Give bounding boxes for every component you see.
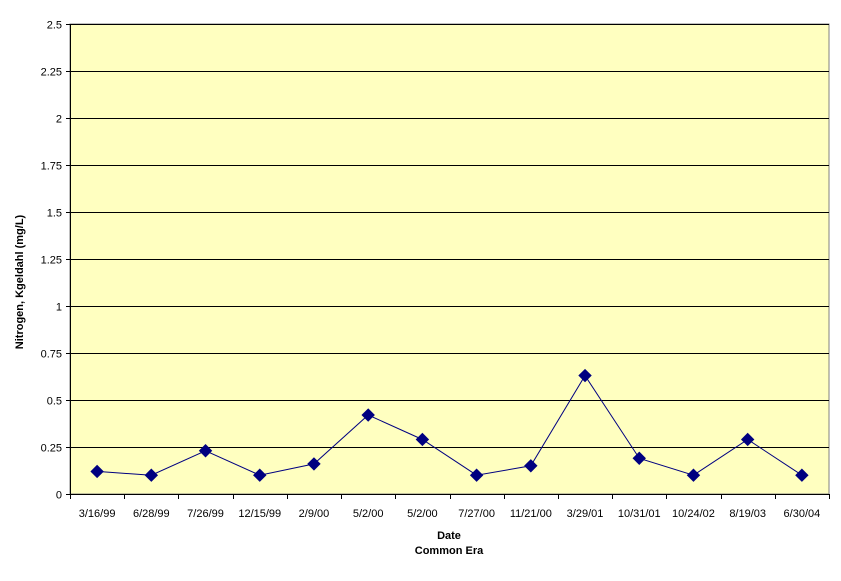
y-tick-label: 2.25	[41, 67, 62, 79]
data-point	[795, 468, 809, 482]
x-tick-label: 8/19/03	[729, 508, 766, 520]
data-point	[415, 432, 430, 447]
data-point	[307, 457, 321, 471]
y-tick-label: 2.5	[47, 20, 62, 32]
x-tick-label: 6/28/99	[133, 508, 170, 520]
series-line	[97, 374, 803, 476]
x-tick-label: 5/2/00	[407, 508, 438, 520]
x-axis-subtitle: Common Era	[415, 545, 484, 557]
tick-labels: 0 0.25 0.5 0.75 1 1.25 1.5 1.75 2 2.25 2.5 3/16/99 6…	[41, 20, 821, 521]
y-tick-label: 1	[56, 302, 62, 314]
data-point	[469, 468, 484, 482]
y-tick-label: 0.75	[41, 349, 62, 361]
y-tick-label: 1.5	[47, 208, 62, 220]
data-point	[144, 468, 159, 482]
data-point	[686, 468, 701, 482]
y-tick-label: 0.25	[41, 443, 62, 455]
data-point	[740, 432, 755, 447]
data-point	[198, 444, 213, 458]
y-tick-label: 0.5	[47, 396, 62, 408]
y-tick-label: 0	[56, 490, 62, 502]
gridlines	[70, 24, 829, 448]
axes	[66, 24, 830, 499]
y-tick-label: 1.75	[41, 161, 62, 173]
x-axis-title: Date	[437, 530, 461, 542]
x-tick-label: 3/29/01	[567, 508, 604, 520]
y-tick-label: 1.25	[41, 255, 62, 267]
data-point	[253, 468, 267, 482]
data-point	[90, 464, 104, 479]
x-tick-label: 7/26/99	[187, 508, 224, 520]
x-tick-label: 3/16/99	[79, 508, 116, 520]
data-point	[361, 408, 375, 422]
x-tick-label: 5/2/00	[353, 508, 384, 520]
x-tick-label: 10/24/02	[672, 508, 715, 520]
x-tick-label: 7/27/00	[458, 508, 495, 520]
data-point	[524, 459, 538, 473]
data-point	[578, 368, 592, 383]
y-tick-label: 2	[56, 114, 62, 126]
x-tick-label: 10/31/01	[618, 508, 661, 520]
y-axis-title: Nitrogen, Kgeldahl (mg/L)	[14, 214, 26, 349]
x-tick-label: 2/9/00	[299, 508, 330, 520]
x-tick-label: 12/15/99	[238, 508, 281, 520]
x-tick-label: 6/30/04	[784, 508, 821, 520]
x-tick-label: 11/21/00	[510, 508, 552, 520]
series-layer	[90, 368, 809, 482]
data-point	[632, 451, 646, 465]
